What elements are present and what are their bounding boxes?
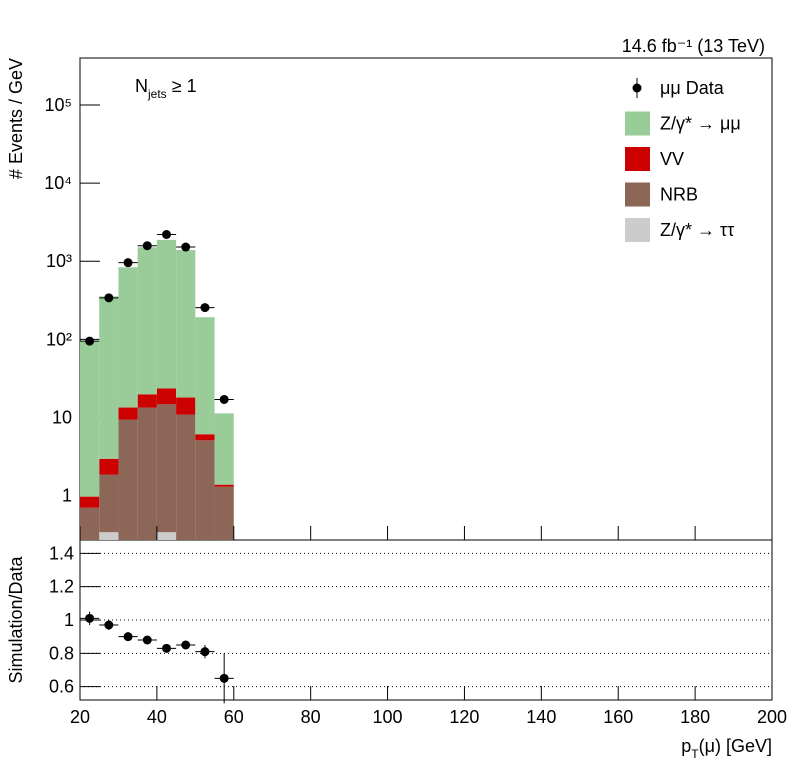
annotation-subscript: jets	[147, 87, 167, 101]
histogram-bar	[176, 397, 196, 415]
data-point	[162, 230, 171, 240]
histogram-bar	[176, 414, 196, 540]
legend-swatch	[625, 182, 650, 207]
ratio-point	[219, 673, 229, 683]
x-label-subscript: T	[691, 747, 699, 761]
histogram-bar	[156, 388, 177, 405]
histogram-bar	[99, 474, 119, 533]
legend-swatch	[625, 147, 650, 171]
legend-label: Z/γ* → ττ	[660, 220, 734, 240]
legend-label: Z/γ* → μμ	[660, 114, 741, 134]
x-tick-label: 80	[301, 707, 321, 727]
ratio-point	[104, 620, 114, 630]
data-point	[200, 303, 210, 313]
histogram-bar	[137, 247, 157, 395]
ratio-point	[181, 640, 191, 650]
x-tick-label: 20	[70, 707, 90, 727]
ratio-point	[85, 613, 95, 623]
y-tick-label: 10³	[46, 251, 72, 271]
histogram-bar	[214, 413, 234, 485]
ratio-point	[123, 632, 133, 642]
y-tick-label: 10⁵	[45, 95, 72, 115]
ratio-y-axis-label: Simulation/Data	[6, 555, 26, 683]
histogram-bar	[137, 407, 157, 540]
x-tick-label: 160	[603, 707, 633, 727]
histogram-bar	[80, 496, 100, 508]
x-label-symbol: p	[681, 736, 691, 756]
histogram-bar	[156, 532, 177, 540]
ratio-point	[162, 643, 171, 653]
histogram-bar	[80, 341, 100, 497]
annotation-symbol: N	[135, 76, 148, 96]
histogram-bar	[99, 532, 119, 540]
lumi-label: 14.6 fb⁻¹ (13 TeV)	[622, 36, 765, 56]
legend-marker	[632, 83, 642, 93]
x-tick-label: 100	[373, 707, 403, 727]
data-point	[219, 394, 229, 404]
y-tick-label: 1.4	[49, 543, 74, 563]
y-tick-label: 0.6	[49, 677, 74, 697]
x-tick-label: 200	[757, 707, 787, 727]
x-tick-label: 60	[224, 707, 244, 727]
histogram-bar	[118, 267, 138, 408]
y-tick-label: 1.2	[49, 577, 74, 597]
legend-label: NRB	[660, 185, 698, 205]
legend-swatch	[625, 218, 650, 242]
histogram-bar	[156, 239, 177, 389]
y-axis-label: # Events / GeV	[6, 58, 26, 179]
annotation-rest: ≥ 1	[172, 76, 197, 96]
histogram-bar	[118, 407, 138, 420]
data-point	[85, 336, 95, 346]
histogram-bar	[195, 440, 215, 540]
ratio-point	[200, 647, 210, 657]
legend-swatch	[625, 111, 650, 136]
ratio-point	[142, 635, 152, 645]
histogram-bar	[137, 394, 157, 408]
legend-label: μμ Data	[660, 78, 725, 98]
y-tick-label: 1	[64, 610, 74, 630]
x-tick-label: 140	[526, 707, 556, 727]
x-label-rest: (μ) [GeV]	[699, 736, 772, 756]
annotation: Njets ≥ 1	[135, 76, 197, 101]
histogram-bar	[214, 484, 234, 487]
data-point	[142, 241, 152, 251]
data-point	[123, 258, 133, 268]
histogram-bar	[99, 296, 119, 459]
histogram-bar	[195, 317, 215, 435]
histogram-bar	[214, 486, 234, 540]
histogram-bar	[176, 250, 196, 398]
histogram-bar	[156, 404, 177, 533]
histogram-bar	[99, 458, 119, 475]
histogram-bar	[195, 434, 215, 441]
y-tick-label: 10²	[46, 329, 72, 349]
legend-label: VV	[660, 149, 684, 169]
y-tick-label: 10⁴	[44, 173, 72, 193]
y-tick-label: 10	[52, 407, 72, 427]
y-tick-label: 1	[62, 486, 72, 506]
data-point	[181, 242, 191, 252]
y-tick-label: 0.8	[49, 643, 74, 663]
x-tick-label: 40	[147, 707, 167, 727]
histogram-bar	[118, 419, 138, 540]
x-tick-label: 120	[449, 707, 479, 727]
x-axis-label: pT(μ) [GeV]	[681, 736, 772, 761]
data-point	[104, 293, 114, 303]
x-tick-label: 180	[680, 707, 710, 727]
histogram-bar	[80, 507, 100, 540]
